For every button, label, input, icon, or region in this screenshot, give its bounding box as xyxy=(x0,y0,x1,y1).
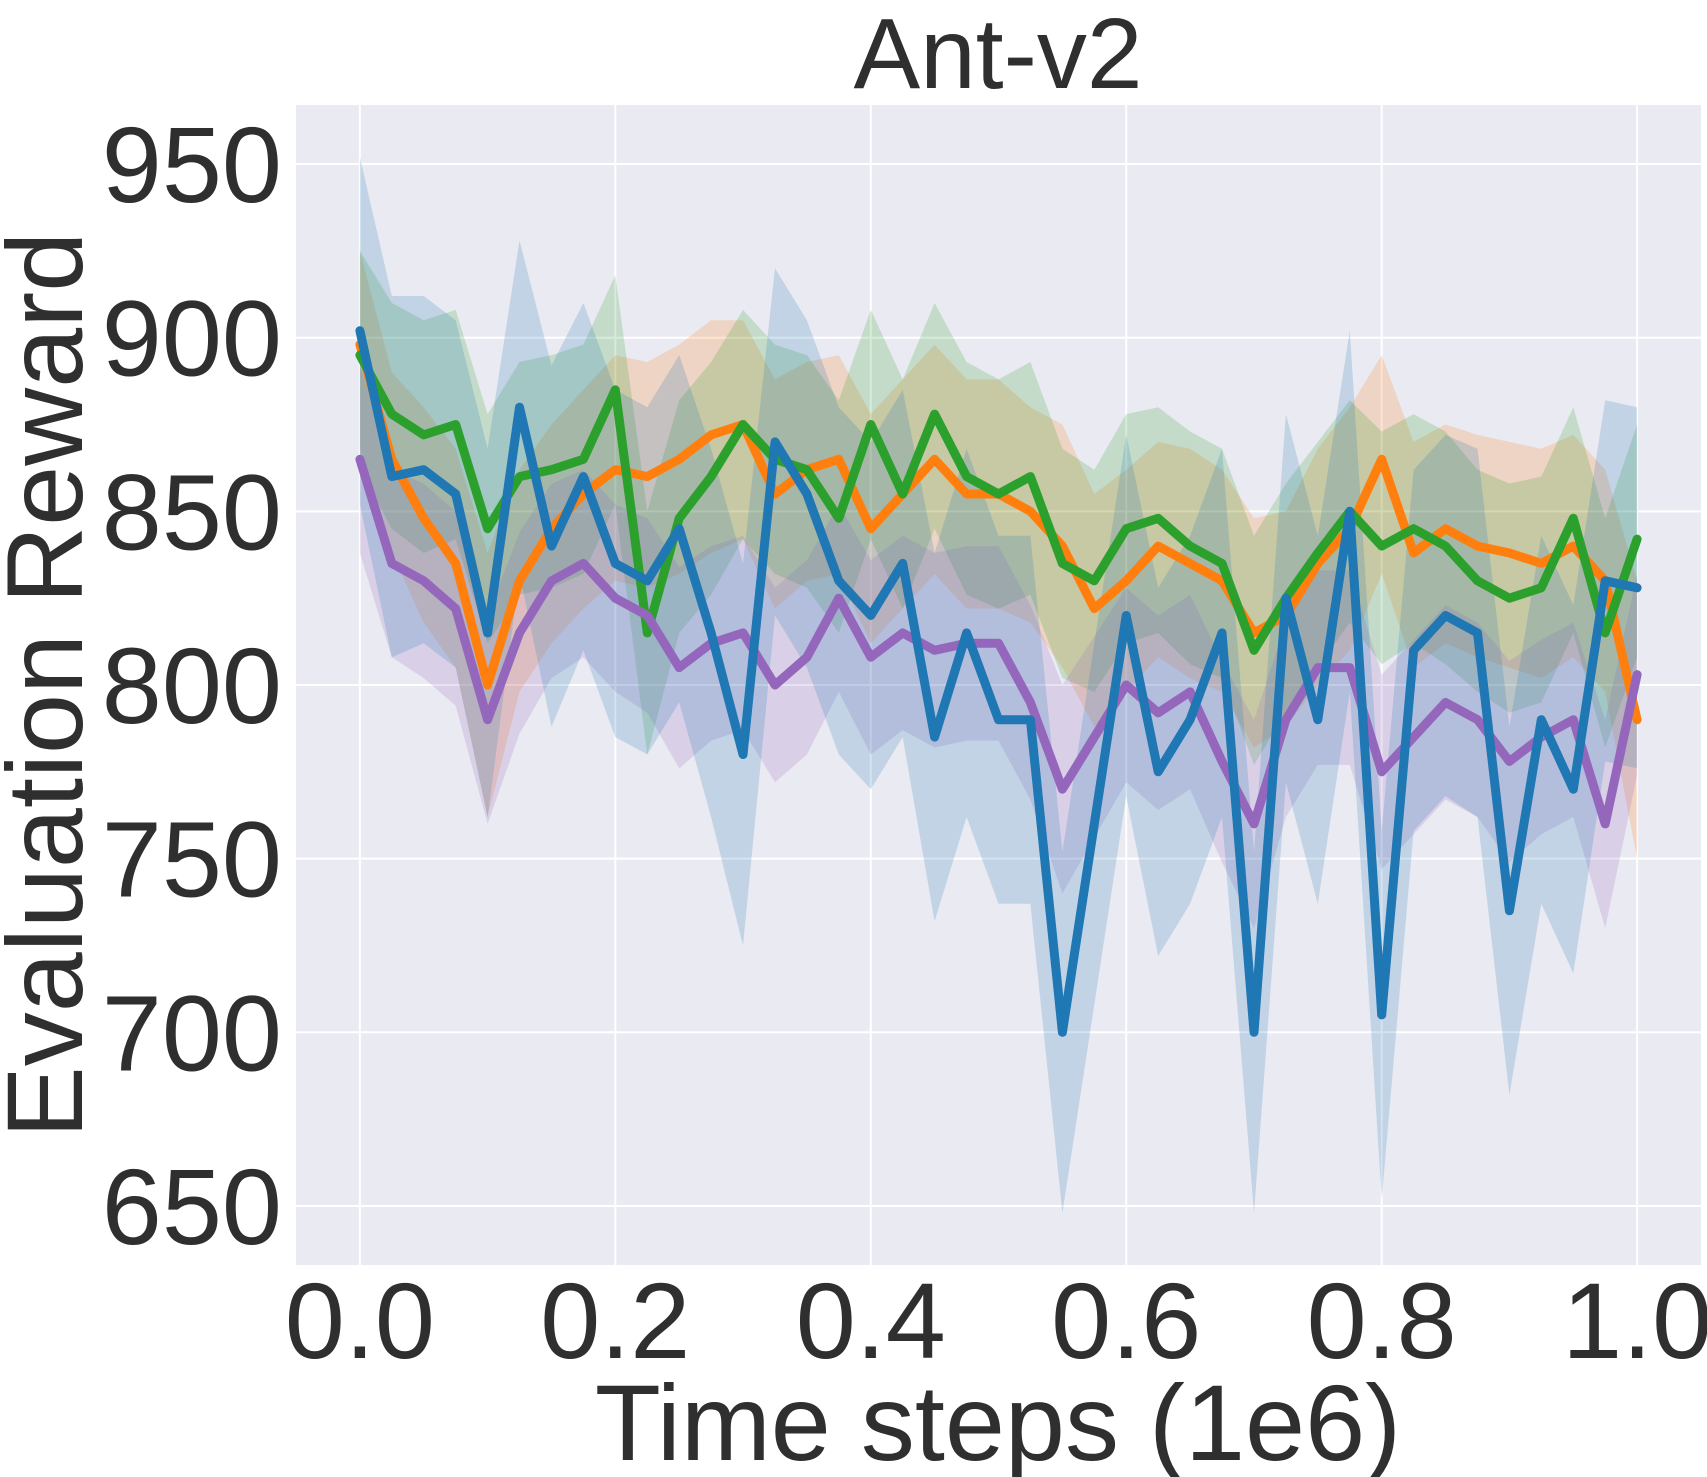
y-tick-labels: 650 700 750 800 850 900 950 xyxy=(102,104,282,1267)
grid xyxy=(296,105,1701,1265)
y-tick-label: 750 xyxy=(102,799,282,920)
x-tick-label: 0.2 xyxy=(540,1260,690,1381)
y-tick-label: 850 xyxy=(102,451,282,572)
x-axis-label: Time steps (1e6) xyxy=(595,1362,1401,1477)
series-lines xyxy=(355,326,1642,1037)
series-4-line xyxy=(355,326,1642,1037)
y-tick-label: 700 xyxy=(102,972,282,1093)
y-tick-label: 650 xyxy=(102,1146,282,1267)
chart-title: Ant-v2 xyxy=(853,0,1142,110)
y-tick-label: 900 xyxy=(102,278,282,399)
series-1-confidence-band xyxy=(359,250,1638,859)
x-tick-label: 0.0 xyxy=(285,1260,435,1381)
series-2-confidence-band xyxy=(359,250,1638,765)
series-4-confidence-band xyxy=(359,157,1638,1213)
x-tick-label: 0.4 xyxy=(796,1260,946,1381)
x-tick-label: 1.0 xyxy=(1562,1260,1707,1381)
y-tick-label: 950 xyxy=(102,104,282,225)
y-axis-label: Evaluation Reward xyxy=(0,232,105,1139)
y-tick-label: 800 xyxy=(102,625,282,746)
x-tick-labels: 0.0 0.2 0.4 0.6 0.8 1.0 xyxy=(285,1260,1707,1381)
x-tick-label: 0.8 xyxy=(1307,1260,1457,1381)
x-tick-label: 0.6 xyxy=(1051,1260,1201,1381)
series-2-line xyxy=(355,350,1642,655)
series-3-line xyxy=(355,454,1642,829)
